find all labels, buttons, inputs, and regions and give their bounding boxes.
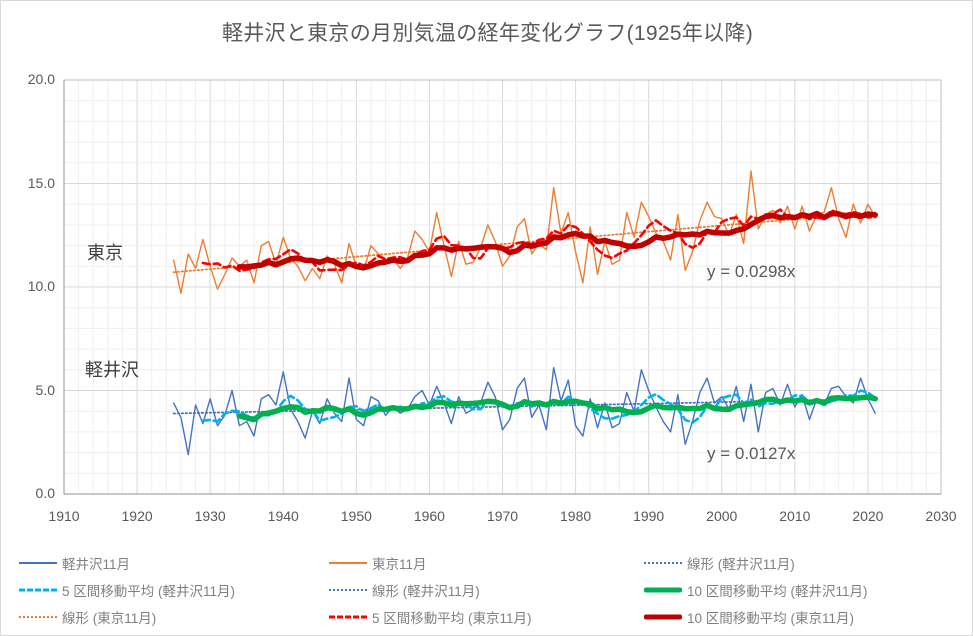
y-axis-tick-label: 5.0 [35, 381, 55, 398]
x-axis-tick-label: 1950 [340, 508, 372, 524]
legend-key-icon [329, 610, 367, 624]
legend-item-label: 10 区間移動平均 (軽井沢11月) [687, 583, 868, 599]
legend-item[interactable]: 線形 (軽井沢11月) [329, 580, 644, 600]
legend-item[interactable]: 10 区間移動平均 (軽井沢11月) [644, 580, 959, 600]
tokyo-ma5-line [201, 208, 877, 273]
x-axis-tick-label: 1970 [486, 508, 519, 524]
x-axis-tick-label: 1910 [48, 508, 80, 524]
legend-item-label: 5 区間移動平均 (軽井沢11月) [62, 583, 236, 599]
y-axis-tick-label: 15.0 [27, 174, 55, 191]
y-axis-tick-label: 10.0 [27, 278, 55, 294]
legend-key-icon [644, 556, 682, 570]
legend-item[interactable]: 10 区間移動平均 (東京11月) [644, 607, 959, 627]
x-axis-tick-label: 1990 [633, 508, 665, 524]
data-series-group [172, 170, 878, 456]
x-axis-tick-label: 2010 [779, 508, 811, 524]
legend-item[interactable]: 5 区間移動平均 (東京11月) [329, 607, 644, 627]
x-axis-tick-label: 1980 [560, 508, 592, 524]
x-axis-tick-label: 1960 [413, 508, 445, 524]
legend-item[interactable]: 線形 (東京11月) [19, 607, 329, 627]
tokyo-series-label: 東京 [87, 243, 123, 263]
axis-lines [63, 79, 942, 495]
x-axis-tick-label: 2000 [706, 508, 738, 524]
legend-item[interactable]: 東京11月 [329, 553, 644, 573]
legend-item-label: 線形 (東京11月) [62, 610, 157, 626]
legend-key-icon [19, 583, 57, 597]
legend-key-icon [644, 610, 682, 624]
legend-item-label: 軽井沢11月 [62, 556, 131, 572]
karuizawa-trend-equation: y = 0.0127x [707, 444, 796, 463]
karuizawa-ma10-line [236, 394, 878, 423]
legend-item-label: 線形 (軽井沢11月) [687, 556, 795, 572]
legend-item-label: 東京11月 [372, 556, 427, 572]
legend-item[interactable]: 5 区間移動平均 (軽井沢11月) [19, 580, 329, 600]
y-axis-tick-label: 0.0 [35, 485, 55, 501]
legend-key-icon [644, 583, 682, 597]
x-axis-tick-label: 2020 [852, 508, 884, 524]
tokyo-ma10-line [236, 210, 878, 271]
x-axis-tick-label: 2030 [925, 508, 957, 524]
legend-key-icon [329, 556, 367, 570]
legend-key-icon [19, 610, 57, 624]
x-axis-tick-label: 1940 [267, 508, 299, 524]
chart-legend: 軽井沢11月 東京11月 線形 (軽井沢11月) 5 区間移動平均 (軽井沢11月) 線… [19, 549, 959, 631]
legend-item[interactable]: 軽井沢11月 [19, 553, 329, 573]
chart-title: 軽井沢と東京の月別気温の経年変化グラフ(1925年以降) [221, 22, 754, 45]
x-axis-tick-label: 1920 [121, 508, 153, 524]
karuizawa-series-label: 軽井沢 [85, 360, 139, 380]
gridlines [63, 79, 942, 495]
legend-item-label: 線形 (軽井沢11月) [372, 583, 480, 599]
legend-item-label: 10 区間移動平均 (東京11月) [687, 610, 855, 626]
legend-item-label: 5 区間移動平均 (東京11月) [372, 610, 532, 626]
tokyo-trend-equation: y = 0.0298x [707, 262, 796, 281]
x-axis-tick-label: 1930 [194, 508, 226, 524]
legend-item[interactable]: 線形 (軽井沢11月) [644, 553, 959, 573]
y-axis-tick-label: 20.0 [27, 71, 55, 87]
legend-key-icon [19, 556, 57, 570]
legend-key-icon [329, 583, 367, 597]
